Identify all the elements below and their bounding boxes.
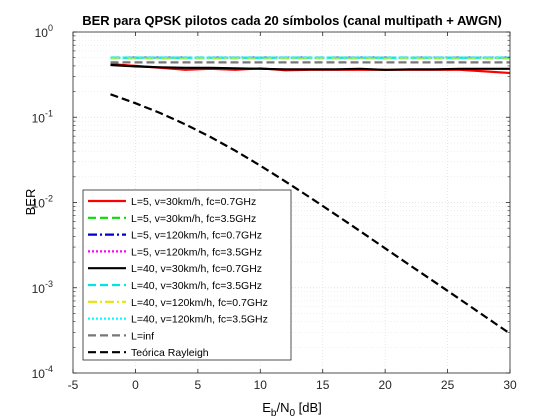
legend-label-5: L=40, v=30km/h, fc=0.7GHz <box>131 263 262 275</box>
x-label-sub-0: 0 <box>289 408 295 419</box>
x-axis-ticks: -5 0 5 10 15 20 25 30 <box>68 32 517 392</box>
legend-label-8: L=40, v=120km/h, fc=3.5GHz <box>131 314 268 326</box>
legend-label-4: L=5, v=120km/h, fc=3.5GHz <box>131 246 262 258</box>
series-lines <box>110 56 511 335</box>
y-tick-label: 10-2 <box>32 194 53 211</box>
x-tick-label: 0 <box>132 378 139 392</box>
series-line-5 <box>110 63 510 71</box>
x-label-n: /N <box>276 400 289 415</box>
legend-label-10: Teórica Rayleigh <box>131 347 209 359</box>
legend-label-3: L=5, v=120km/h, fc=0.7GHz <box>131 230 262 242</box>
x-tick-label: 15 <box>316 378 330 392</box>
legend: L=5, v=30km/h, fc=0.7GHz L=5, v=30km/h, f… <box>82 189 292 361</box>
legend-label-9: L=inf <box>131 330 154 342</box>
legend-label-6: L=40, v=30km/h, fc=3.5GHz <box>131 280 262 292</box>
legend-label-2: L=5, v=30km/h, fc=3.5GHz <box>131 213 256 225</box>
y-tick-label: 10-1 <box>32 108 53 125</box>
x-axis-label: Eb/N0 [dB] <box>262 400 322 419</box>
x-tick-label: 10 <box>254 378 268 392</box>
y-axis-label: BER <box>23 189 38 216</box>
x-tick-label: 25 <box>441 378 455 392</box>
series-line-10 <box>110 93 511 335</box>
x-tick-label: 20 <box>378 378 392 392</box>
x-tick-label: 5 <box>195 378 202 392</box>
x-tick-label: -5 <box>68 378 79 392</box>
x-label-sub-b: b <box>271 408 277 419</box>
y-tick-label: 100 <box>35 23 53 40</box>
legend-label-1: L=5, v=30km/h, fc=0.7GHz <box>131 196 256 208</box>
legend-label-7: L=40, v=120km/h, fc=0.7GHz <box>131 297 268 309</box>
x-label-unit: [dB] <box>295 400 322 415</box>
y-tick-label: 10-4 <box>32 364 53 381</box>
x-tick-label: 30 <box>503 378 517 392</box>
y-tick-label: 10-3 <box>32 279 53 296</box>
chart-title: BER para QPSK pilotos cada 20 símbolos (… <box>82 13 502 28</box>
x-label-e: E <box>262 400 271 415</box>
y-axis-ticks: 100 10-1 10-2 10-3 10-4 <box>32 23 510 381</box>
